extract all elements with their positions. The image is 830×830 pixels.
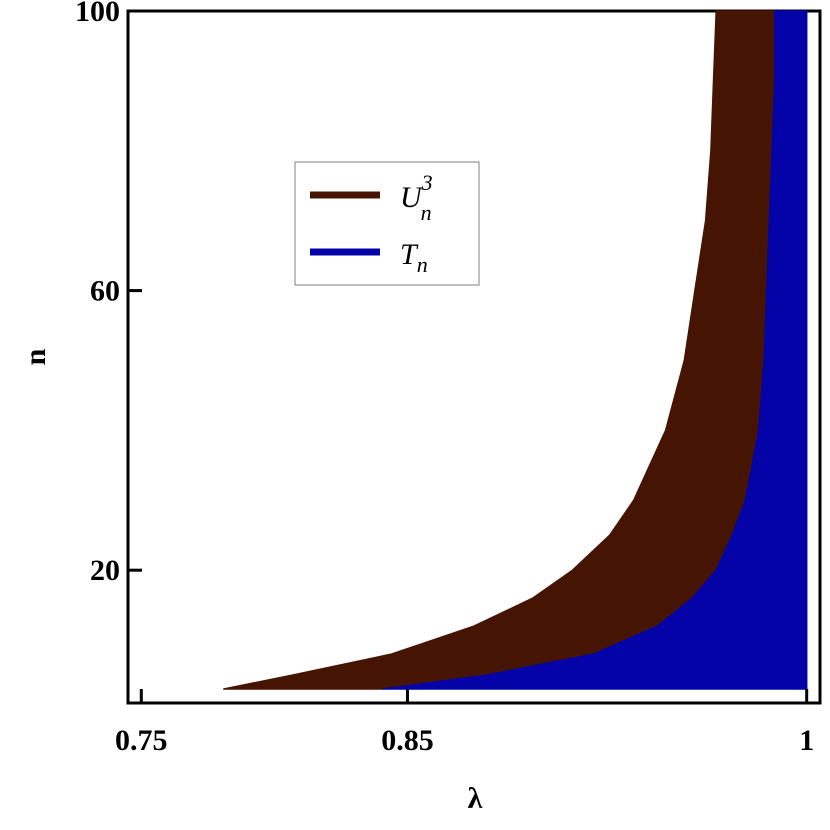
x-tick-label: 1	[799, 724, 814, 757]
y-tick-label: 20	[90, 554, 120, 587]
legend-u-sup: 3	[421, 170, 433, 195]
x-tick-label: 0.85	[381, 724, 434, 757]
x-tick-label: 0.75	[115, 724, 168, 757]
legend-t-sub: n	[417, 252, 428, 277]
region-u	[223, 10, 776, 690]
y-tick-label: 60	[90, 275, 120, 308]
legend-t-base: T	[400, 238, 419, 271]
legend-u-sub: n	[421, 200, 432, 225]
x-axis-label: λ	[468, 782, 483, 815]
region-t	[382, 10, 808, 690]
legend-entry-t: Tn	[400, 238, 428, 277]
x-axis-ticks: 0.75 0.85 1	[115, 689, 814, 757]
plot-frame	[126, 9, 822, 705]
legend-box	[294, 161, 480, 286]
y-tick-label: 100	[75, 0, 120, 28]
legend: U3 n Tn	[294, 161, 480, 286]
legend-entry-u: U3 n	[400, 170, 433, 225]
y-axis-label: n	[19, 348, 52, 365]
legend-u-base: U	[400, 181, 424, 214]
y-axis-ticks: 20 60 100	[75, 0, 142, 587]
region-layer	[223, 10, 808, 690]
